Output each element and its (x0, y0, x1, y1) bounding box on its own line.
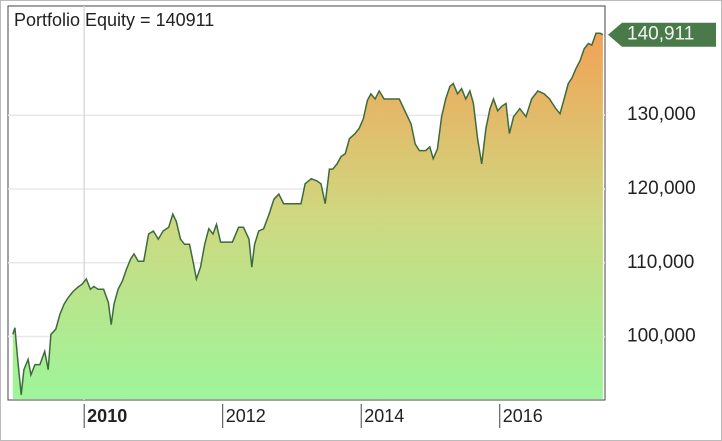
x-tick-label: 2010 (87, 406, 127, 426)
x-tick-label: 2014 (364, 406, 404, 426)
y-tick-label: 100,000 (627, 326, 696, 347)
y-tick-label: 130,000 (627, 104, 696, 125)
area (12, 33, 603, 400)
value-tag (608, 22, 716, 47)
x-tick-label: 2012 (226, 406, 266, 426)
y-tick-label: 120,000 (627, 178, 696, 199)
chart-title: Portfolio Equity = 140911 (14, 10, 214, 30)
y-tick-label: 110,000 (627, 252, 694, 273)
x-tick-label: 2016 (503, 406, 543, 426)
line (12, 32, 604, 395)
value-label: 140,911 (627, 24, 694, 45)
